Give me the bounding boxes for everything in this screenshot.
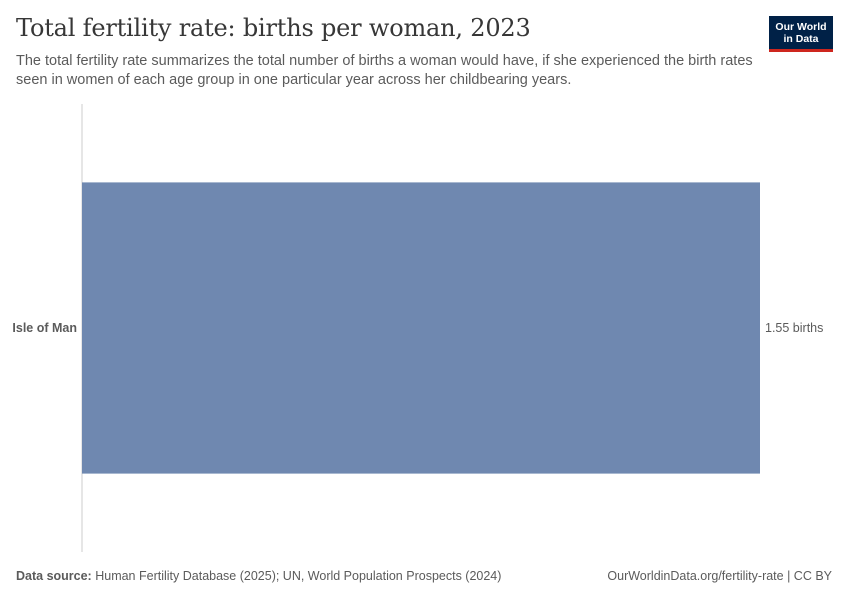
data-source-text[interactable]: Human Fertility Database (2025); UN, Wor… — [95, 569, 502, 583]
category-label: Isle of Man — [12, 321, 77, 335]
data-source: Data source: Human Fertility Database (2… — [16, 569, 501, 583]
logo-line-1: Our World — [775, 21, 827, 33]
chart-subtitle: The total fertility rate summarizes the … — [16, 53, 753, 88]
data-source-label: Data source: — [16, 569, 92, 583]
bar[interactable] — [82, 182, 760, 474]
chart-title: Total fertility rate: births per woman, … — [16, 14, 531, 42]
owid-logo[interactable]: Our World in Data — [769, 16, 833, 52]
source-url[interactable]: OurWorldinData.org/fertility-rate | CC B… — [607, 569, 832, 583]
value-label: 1.55 births — [765, 321, 823, 335]
logo-line-2: in Data — [783, 33, 819, 45]
